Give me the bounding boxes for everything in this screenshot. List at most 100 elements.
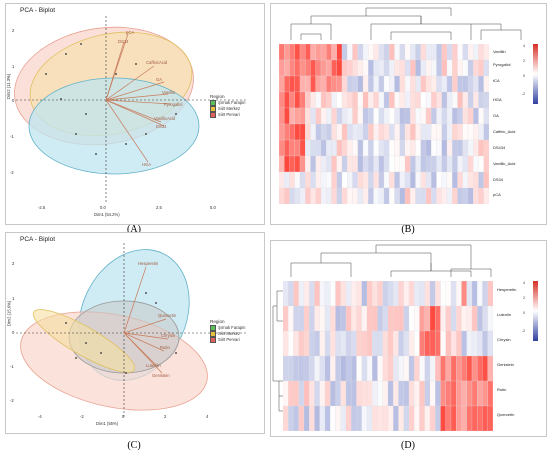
heatmap-cell	[298, 281, 305, 307]
heatmap-cell	[298, 405, 305, 431]
heatmap-cell	[425, 171, 432, 189]
heatmap-cell	[420, 171, 427, 189]
heatmap-cell	[404, 123, 411, 141]
heatmap-cell	[420, 75, 427, 93]
heatmap-cell	[425, 75, 432, 93]
heatmap-cell	[351, 330, 357, 357]
heatmap-cell	[326, 75, 332, 93]
heatmap-cell	[473, 139, 479, 157]
caption-b: (B)	[401, 224, 415, 235]
heatmap-cell	[305, 107, 311, 125]
heatmap-cell	[309, 355, 315, 382]
heatmap-b-key-1: 2	[523, 59, 525, 63]
heatmap-cell	[314, 405, 320, 431]
heatmap-cell	[446, 91, 453, 109]
heatmap-cell	[357, 75, 364, 93]
heatmap-cell	[457, 139, 463, 157]
heatmap-cell	[362, 44, 369, 61]
heatmap-cell	[466, 355, 473, 382]
heatmap-cell	[284, 139, 290, 157]
heatmap-cell	[483, 44, 489, 61]
heatmap-cell	[293, 281, 299, 307]
heatmap-b-key-3: -2	[522, 92, 526, 96]
heatmap-d-row-1: Luteolin	[497, 312, 512, 317]
heatmap-cell	[452, 123, 458, 141]
heatmap-cell	[440, 330, 446, 357]
heatmap-cell	[456, 305, 462, 332]
heatmap-cell	[446, 107, 453, 125]
heatmap-cell	[482, 380, 488, 407]
heatmap-cell	[414, 330, 420, 357]
heatmap-cell	[335, 305, 341, 332]
heatmap-b-row-6: DS434	[493, 145, 506, 150]
heatmap-cell	[373, 187, 379, 204]
heatmap-cell	[377, 380, 383, 407]
heatmap-cell	[415, 75, 421, 93]
heatmap-cell	[399, 59, 406, 77]
heatmap-cell	[372, 330, 378, 357]
heatmap-cell	[440, 355, 446, 382]
heatmap-cell	[471, 330, 478, 357]
heatmap-cell	[440, 281, 446, 307]
heatmap-cell	[303, 405, 310, 431]
pca-a-var-1: DS34	[118, 39, 129, 44]
heatmap-cell	[415, 139, 421, 157]
pca-a-var-3: GA	[156, 77, 163, 82]
caption-d: (D)	[401, 440, 415, 451]
heatmap-cell	[331, 107, 337, 125]
heatmap-cell	[340, 405, 347, 431]
heatmap-cell	[467, 171, 474, 189]
heatmap-cell	[482, 405, 488, 431]
heatmap-cell	[452, 107, 458, 125]
heatmap-cell	[373, 171, 379, 189]
heatmap-cell	[420, 187, 427, 204]
heatmap-cell	[429, 330, 436, 357]
heatmap-cell	[378, 171, 385, 189]
pca-a-ytick-4: -2	[10, 170, 14, 175]
heatmap-cell	[478, 139, 484, 157]
heatmap-cell	[467, 44, 474, 61]
heatmap-b-row-2: tCA	[493, 78, 500, 83]
heatmap-cell	[368, 155, 374, 173]
pca-a-plot	[14, 16, 246, 204]
heatmap-cell	[441, 123, 448, 141]
pca-a-xtick-3: 5.0	[210, 205, 216, 210]
heatmap-cell	[487, 405, 493, 431]
heatmap-cell	[450, 405, 457, 431]
heatmap-cell	[419, 281, 425, 307]
heatmap-cell	[429, 405, 436, 431]
pca-c-legend: Region Şırnak Farapin Siirt Merkez Siirt…	[210, 319, 245, 344]
heatmap-cell	[309, 330, 315, 357]
heatmap-cell	[478, 187, 484, 204]
heatmap-cell	[279, 91, 285, 109]
heatmap-cell	[289, 44, 295, 61]
heatmap-cell	[293, 355, 299, 382]
heatmap-cell	[424, 355, 431, 382]
heatmap-d-row-3: Genistein	[497, 362, 514, 367]
heatmap-cell	[419, 355, 425, 382]
heatmap-cell	[356, 305, 362, 332]
heatmap-cell	[352, 75, 358, 93]
heatmap-cell	[326, 155, 332, 173]
heatmap-cell	[383, 75, 390, 93]
heatmap-cell	[483, 139, 489, 157]
heatmap-cell	[441, 59, 448, 77]
heatmap-cell	[410, 107, 416, 125]
heatmap-cell	[473, 107, 479, 125]
heatmap-b-key-2: 0	[523, 74, 525, 78]
heatmap-cell	[288, 355, 294, 382]
heatmap-b-row-9: pCA	[493, 192, 501, 197]
heatmap-cell	[357, 171, 364, 189]
heatmap-cell	[314, 355, 320, 382]
heatmap-cell	[408, 380, 415, 407]
heatmap-cell	[461, 330, 467, 357]
heatmap-cell	[357, 91, 364, 109]
heatmap-cell	[462, 171, 469, 189]
heatmap-cell	[445, 330, 452, 357]
heatmap-cell	[319, 405, 326, 431]
heatmap-cell	[441, 187, 448, 204]
heatmap-b-colorkey	[533, 44, 538, 104]
heatmap-cell	[446, 155, 453, 173]
pca-c-legend-title: Region	[210, 319, 225, 324]
heatmap-cell	[299, 59, 306, 77]
